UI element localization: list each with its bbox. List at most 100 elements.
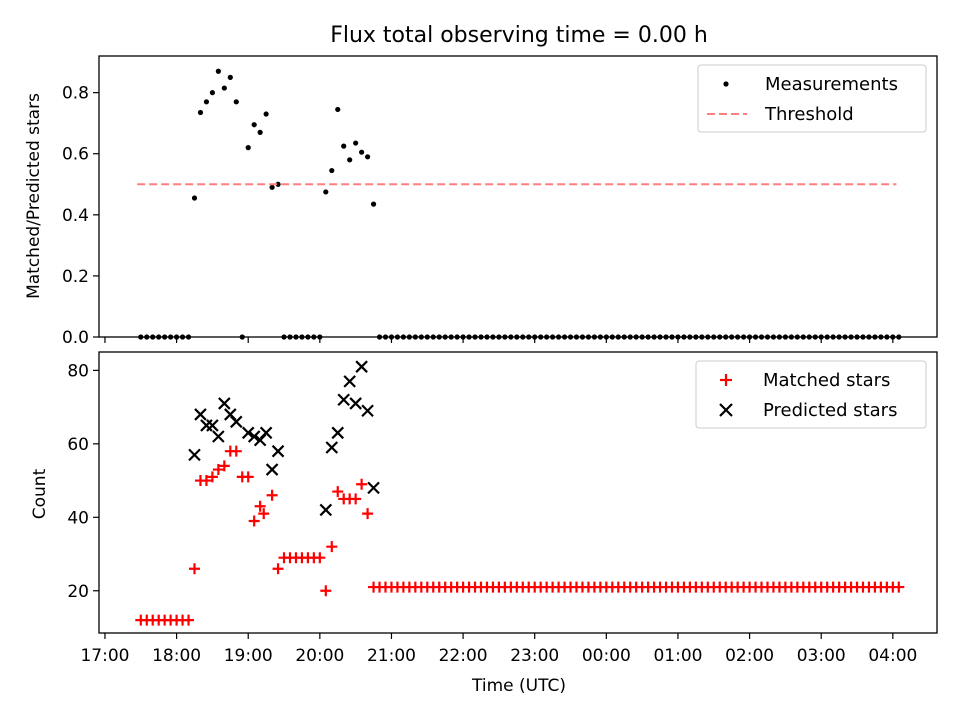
legend-label-threshold: Threshold xyxy=(764,104,854,125)
point-matched-stars xyxy=(362,508,374,520)
point-measurements xyxy=(353,140,359,146)
point-measurements xyxy=(329,167,335,174)
y-tick-label: 20 xyxy=(67,582,89,602)
point-matched-stars xyxy=(230,445,242,457)
series-predicted-stars xyxy=(188,360,380,517)
bottom-panel-y-ticks: 20 40 60 80 xyxy=(67,361,99,602)
point-measurements xyxy=(233,99,239,105)
point-measurements xyxy=(251,122,257,128)
top-panel-frame xyxy=(98,55,938,338)
point-predicted-stars xyxy=(265,463,279,476)
x-tick-label: 22:00 xyxy=(439,646,488,666)
point-measurements xyxy=(347,157,353,163)
point-matched-stars xyxy=(183,614,195,626)
bottom-panel-x-ticks: 17:00 18:00 19:00 20:00 21:00 22:00 23:00 00:00… xyxy=(80,633,917,666)
point-measurements xyxy=(364,154,371,160)
x-tick-label: 19:00 xyxy=(224,646,273,666)
bottom-panel-y-label: Count xyxy=(30,468,50,519)
point-measurements xyxy=(257,129,263,135)
point-predicted-stars xyxy=(194,408,207,421)
point-matched-stars xyxy=(332,486,344,498)
top-legend-frame xyxy=(697,64,927,133)
point-measurements xyxy=(335,106,341,113)
x-tick-label: 04:00 xyxy=(868,646,917,666)
x-tick-label: 23:00 xyxy=(510,646,559,666)
x-tick-label: 02:00 xyxy=(725,646,774,666)
x-tick-label: 00:00 xyxy=(582,646,631,666)
x-tick-label: 01:00 xyxy=(653,646,702,666)
legend-label-matched-stars: Matched stars xyxy=(763,370,890,391)
point-measurements xyxy=(269,184,275,190)
point-predicted-stars xyxy=(230,415,243,429)
y-tick-label: 40 xyxy=(67,508,89,528)
y-tick-label: 0.6 xyxy=(62,145,89,165)
legend-marker-measurements xyxy=(723,81,729,87)
point-measurements xyxy=(209,90,216,96)
point-measurements xyxy=(275,181,281,187)
point-predicted-stars xyxy=(349,397,362,410)
series-matched-stars xyxy=(135,445,905,626)
y-tick-label: 0.0 xyxy=(62,328,89,348)
point-measurements xyxy=(323,189,329,195)
point-matched-stars xyxy=(272,563,284,575)
legend-marker-matched-stars xyxy=(720,374,732,386)
point-predicted-stars xyxy=(367,481,380,495)
point-matched-stars xyxy=(218,460,230,472)
point-predicted-stars xyxy=(319,503,333,517)
point-measurements xyxy=(191,195,198,201)
chart-title: Flux total observing time = 0.00 h xyxy=(330,23,708,48)
x-axis-label: Time (UTC) xyxy=(471,676,566,696)
point-measurements xyxy=(227,74,233,80)
y-tick-label: 0.8 xyxy=(62,84,89,104)
point-matched-stars xyxy=(326,541,338,553)
point-predicted-stars xyxy=(259,426,273,440)
y-tick-label: 0.2 xyxy=(62,267,89,287)
point-measurements xyxy=(341,143,347,149)
bottom-panel-frame xyxy=(98,351,938,634)
point-matched-stars xyxy=(350,493,362,505)
point-matched-stars xyxy=(356,478,368,490)
point-matched-stars xyxy=(188,563,200,575)
point-matched-stars xyxy=(206,471,218,483)
point-matched-stars xyxy=(266,489,278,501)
point-predicted-stars xyxy=(212,430,225,443)
point-measurements xyxy=(221,85,227,91)
point-measurements xyxy=(197,109,204,116)
point-matched-stars xyxy=(893,581,905,593)
point-matched-stars xyxy=(242,471,254,483)
point-measurements xyxy=(263,111,269,117)
legend-label-predicted-stars: Predicted stars xyxy=(763,400,897,421)
point-predicted-stars xyxy=(337,393,350,407)
legend-label-measurements: Measurements xyxy=(765,74,898,95)
y-tick-label: 0.4 xyxy=(62,206,89,226)
point-predicted-stars xyxy=(355,360,368,373)
y-tick-label: 60 xyxy=(67,435,89,455)
top-legend: Measurements Threshold xyxy=(697,64,927,133)
point-predicted-stars xyxy=(361,404,374,418)
top-panel: 0.00.20.40.60.8 Matched/Predicted stars … xyxy=(24,55,938,348)
point-predicted-stars xyxy=(241,426,255,440)
point-matched-stars xyxy=(212,464,224,476)
top-panel-x-ticks xyxy=(104,337,894,343)
top-panel-y-ticks: 0.0 0.2 0.4 0.6 0.8 xyxy=(62,84,99,348)
point-measurements xyxy=(203,99,210,105)
bottom-panel-data xyxy=(135,360,905,626)
bottom-legend: Matched stars Predicted stars xyxy=(695,360,927,429)
point-predicted-stars xyxy=(218,397,231,410)
point-predicted-stars xyxy=(343,375,356,388)
point-predicted-stars xyxy=(188,448,201,462)
point-measurements xyxy=(245,145,251,151)
point-matched-stars xyxy=(200,475,212,487)
x-tick-label: 03:00 xyxy=(797,646,846,666)
bottom-legend-frame xyxy=(695,360,927,429)
legend-marker-predicted-stars xyxy=(719,403,733,417)
point-measurements xyxy=(370,201,377,207)
point-measurements xyxy=(215,68,221,74)
x-tick-label: 17:00 xyxy=(80,646,129,666)
point-predicted-stars xyxy=(206,419,219,432)
point-predicted-stars xyxy=(271,444,285,458)
point-predicted-stars xyxy=(325,441,339,454)
point-matched-stars xyxy=(314,552,326,564)
x-tick-label: 18:00 xyxy=(152,646,201,666)
